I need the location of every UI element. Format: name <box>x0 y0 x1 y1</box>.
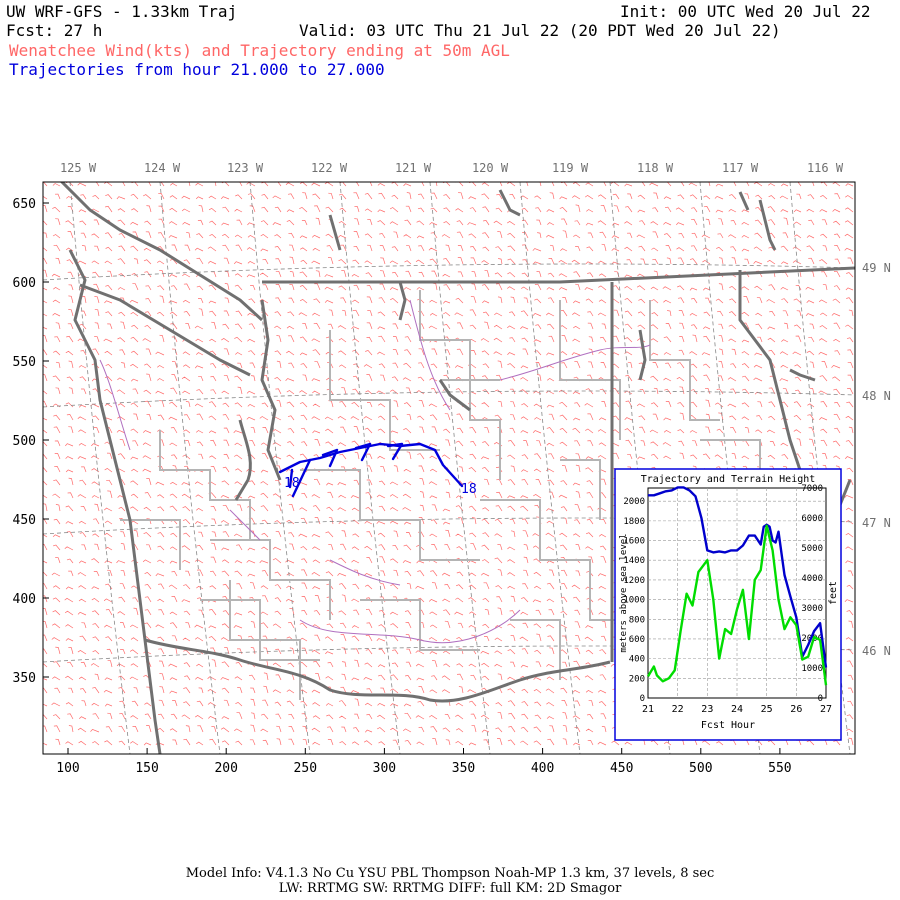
rivers <box>99 299 651 644</box>
inset-ylabel-right: feet <box>828 581 839 605</box>
inset-series <box>646 486 828 686</box>
inset-x-tick-label: 21 <box>642 704 654 715</box>
x-tick-label: 450 <box>610 761 633 776</box>
longitude-label: 122 W <box>311 161 348 175</box>
subtitle-wind: Wenatchee Wind(kts) and Trajectory endin… <box>9 41 510 60</box>
inset-x-tick-label: 22 <box>672 704 684 715</box>
inset-title: Trajectory and Terrain Height <box>641 474 816 485</box>
inset-grid <box>648 488 826 698</box>
inset-y2-tick-label: 1000 <box>801 664 823 674</box>
longitude-label: 123 W <box>227 161 264 175</box>
longitude-label: 118 W <box>637 161 674 175</box>
valid-time: Valid: 03 UTC Thu 21 Jul 22 (20 PDT Wed … <box>299 21 781 40</box>
inset-y-tick-label: 1600 <box>623 537 645 547</box>
inset-x-tick-label: 23 <box>701 704 713 715</box>
longitude-label: 119 W <box>552 161 589 175</box>
latitude-label: 48 N <box>862 389 891 403</box>
inset-y-tick-label: 400 <box>629 655 645 665</box>
parallel-line <box>43 263 855 281</box>
terrain-height-line <box>646 524 828 686</box>
model-info-line2: LW: RRTMG SW: RRTMG DIFF: full KM: 2D Sm… <box>278 881 622 896</box>
meridian-line <box>609 182 671 754</box>
latitude-label: 49 N <box>862 261 891 275</box>
inset-y-tick-label: 2000 <box>623 497 645 507</box>
map-axes: 100 150 200 250 300 350 400 450 500 5506506005505… <box>13 161 891 776</box>
meridian-line <box>429 182 491 754</box>
plot-title: UW WRF-GFS - 1.33km Traj <box>6 2 238 21</box>
y-tick-label: 500 <box>13 434 36 449</box>
x-tick-label: 400 <box>531 761 554 776</box>
y-tick-label: 600 <box>13 276 36 291</box>
x-tick-label: 100 <box>56 761 79 776</box>
inset-x-tick-label: 24 <box>731 704 743 715</box>
trajectory-start-label: 18 <box>284 476 300 491</box>
inset-y-tick-label: 1200 <box>623 576 645 586</box>
inset-x-tick-label: 25 <box>761 704 773 715</box>
trajectory-height-line <box>648 486 828 668</box>
x-tick-label: 350 <box>452 761 475 776</box>
y-tick-label: 450 <box>13 513 36 528</box>
x-tick-label: 300 <box>373 761 396 776</box>
county-borders <box>120 290 800 700</box>
inset-y-tick-label: 600 <box>629 635 645 645</box>
meridian-line <box>159 182 221 754</box>
inset-y-tick-label: 800 <box>629 615 645 625</box>
latitude-label: 47 N <box>862 516 891 530</box>
longitude-label: 120 W <box>472 161 509 175</box>
meridian-line <box>789 182 851 754</box>
meridian-line <box>519 182 581 754</box>
coastlines <box>59 182 855 754</box>
inset-xlabel: Fcst Hour <box>701 720 755 731</box>
subtitle-trajectory: Trajectories from hour 21.000 to 27.000 <box>9 60 385 79</box>
y-tick-label: 650 <box>13 197 36 212</box>
inset-y2-tick-label: 3000 <box>801 604 823 614</box>
y-tick-label: 350 <box>13 671 36 686</box>
y-tick-label: 550 <box>13 355 36 370</box>
y-tick-label: 400 <box>13 592 36 607</box>
x-tick-label: 200 <box>214 761 237 776</box>
longitude-label: 125 W <box>60 161 97 175</box>
longitude-label: 117 W <box>722 161 759 175</box>
inset-y-tick-label: 1400 <box>623 556 645 566</box>
x-tick-label: 250 <box>294 761 317 776</box>
meridian-line <box>339 182 401 754</box>
trajectory-path <box>278 442 464 498</box>
x-tick-label: 150 <box>135 761 158 776</box>
inset-y2-tick-label: 6000 <box>801 514 823 524</box>
inset-y2-tick-label: 0 <box>818 694 823 704</box>
latitude-label: 46 N <box>862 644 891 658</box>
inset-frame <box>614 468 842 741</box>
inset-x-tick-label: 27 <box>820 704 832 715</box>
longitude-label: 124 W <box>144 161 181 175</box>
longitude-label: 116 W <box>807 161 844 175</box>
trajectory-end-label: 18 <box>461 482 477 497</box>
model-info-line1: Model Info: V4.1.3 No Cu YSU PBL Thompso… <box>185 866 715 881</box>
init-time: Init: 00 UTC Wed 20 Jul 22 <box>620 2 871 21</box>
inset-y-tick-label: 0 <box>640 694 645 704</box>
inset-y-tick-label: 200 <box>629 674 645 684</box>
forecast-hour: Fcst: 27 h <box>6 21 103 40</box>
inset-x-tick-label: 26 <box>790 704 802 715</box>
inset-y2-tick-label: 5000 <box>801 544 823 554</box>
x-tick-label: 550 <box>768 761 791 776</box>
inset-y2-tick-label: 2000 <box>801 634 823 644</box>
meridian-line <box>249 182 311 754</box>
map-frame <box>42 181 856 755</box>
inset-chart: Trajectory and Terrain Height 21 22 23 24 25… <box>614 468 842 741</box>
inset-ylabel-left: meters above sea level <box>619 533 629 652</box>
inset-y-tick-label: 1000 <box>623 596 645 606</box>
inset-y-tick-label: 1800 <box>623 517 645 527</box>
inset-y2-tick-label: 4000 <box>801 574 823 584</box>
inset-y2-tick-label: 7000 <box>801 484 823 494</box>
longitude-label: 121 W <box>395 161 432 175</box>
inset-ticks: 21 22 23 24 25 26 2702004006008001000120014001… <box>623 484 832 715</box>
x-tick-label: 500 <box>689 761 712 776</box>
meridian-line <box>699 182 761 754</box>
